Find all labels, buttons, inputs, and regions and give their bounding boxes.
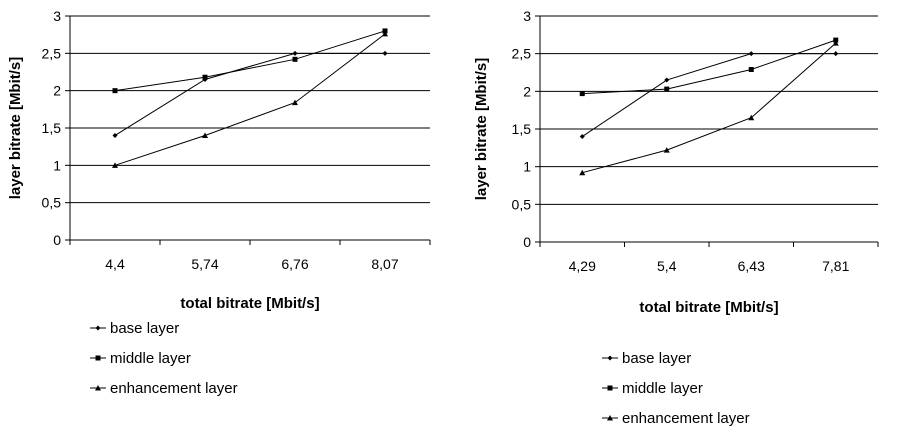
legend-entry: enhancement layer — [90, 380, 238, 397]
data-point — [202, 132, 208, 138]
y-tick-label: 1 — [53, 157, 61, 173]
series-square — [579, 37, 839, 97]
series-line — [582, 39, 836, 95]
data-point — [748, 51, 754, 57]
data-point — [112, 132, 118, 138]
series-line — [114, 30, 386, 92]
data-point — [579, 91, 585, 97]
series-line — [581, 53, 836, 137]
y-axis-title: layer bitrate [Mbit/s] — [473, 58, 490, 201]
y-tick-label: 0,5 — [512, 196, 532, 212]
y-tick-label: 0,5 — [42, 195, 62, 211]
y-tick-label: 1 — [523, 159, 531, 175]
series-line — [114, 33, 386, 166]
data-point — [832, 40, 839, 46]
y-tick-label: 0 — [523, 234, 531, 250]
y-tick-label: 2 — [53, 83, 61, 99]
data-point — [292, 56, 298, 62]
y-tick-label: 3 — [53, 8, 61, 24]
y-tick-label: 2,5 — [42, 45, 62, 61]
x-tick-label: 5,74 — [191, 256, 218, 272]
legend-entry: enhancement layer — [602, 410, 750, 427]
data-point — [382, 50, 388, 56]
data-point — [748, 66, 754, 72]
series-triangle — [579, 40, 839, 176]
legend-entry: middle layer — [602, 380, 703, 397]
data-point — [292, 99, 298, 106]
x-tick-label: 6,76 — [281, 256, 308, 272]
x-tick-label: 8,07 — [371, 256, 398, 272]
legend-marker — [95, 325, 101, 331]
legend-label: base layer — [622, 350, 691, 367]
data-point — [748, 114, 755, 121]
y-tick-label: 1,5 — [42, 120, 62, 136]
legend-entry: base layer — [90, 320, 179, 337]
legend-marker — [607, 385, 613, 391]
data-point — [112, 88, 118, 94]
x-axis-title: total bitrate [Mbit/s] — [180, 295, 319, 312]
legend-label: middle layer — [110, 350, 191, 367]
data-point — [292, 50, 298, 56]
legend-label: base layer — [110, 320, 179, 337]
data-point — [382, 30, 388, 37]
data-point — [112, 162, 118, 168]
x-tick-label: 4,29 — [569, 258, 596, 274]
data-point — [664, 77, 670, 83]
legend-marker — [95, 385, 101, 391]
data-point — [663, 147, 670, 153]
legend-label: enhancement layer — [110, 380, 238, 397]
y-tick-label: 3 — [523, 8, 531, 24]
legend-marker — [95, 355, 101, 361]
x-axis-title: total bitrate [Mbit/s] — [639, 299, 778, 316]
x-tick-label: 6,43 — [738, 258, 765, 274]
legend-marker — [607, 355, 613, 361]
legend-label: middle layer — [622, 380, 703, 397]
legend-label: enhancement layer — [622, 410, 750, 427]
series-triangle — [112, 30, 388, 168]
data-point — [202, 74, 208, 80]
chart-2: 0 0,5 1 1,5 2 2,5 3 4,29 5,4 6,43 7,81 total bitrat… — [473, 8, 879, 427]
y-tick-label: 0 — [53, 232, 61, 248]
y-tick-label: 2,5 — [512, 46, 532, 62]
x-tick-label: 5,4 — [657, 258, 677, 274]
chart-1: 0 0,5 1 1,5 2 2,5 3 4,4 5,74 6,76 8,07 total bitrat… — [7, 8, 431, 397]
y-tick-label: 1,5 — [512, 121, 532, 137]
x-tick-label: 7,81 — [822, 258, 849, 274]
legend-entry: middle layer — [90, 350, 191, 367]
data-point — [579, 134, 585, 140]
legend-entry: base layer — [602, 350, 691, 367]
y-tick-label: 2 — [523, 83, 531, 99]
data-point — [833, 51, 839, 57]
data-point — [664, 86, 670, 92]
series-line — [582, 42, 837, 174]
legend-marker — [607, 415, 613, 421]
data-point — [579, 169, 586, 176]
data-point — [833, 37, 839, 43]
series-square — [112, 28, 388, 94]
series-diamond — [579, 51, 839, 140]
series-line — [114, 52, 385, 136]
y-axis-title: layer bitrate [Mbit/s] — [7, 57, 24, 200]
x-tick-label: 4,4 — [105, 256, 125, 272]
